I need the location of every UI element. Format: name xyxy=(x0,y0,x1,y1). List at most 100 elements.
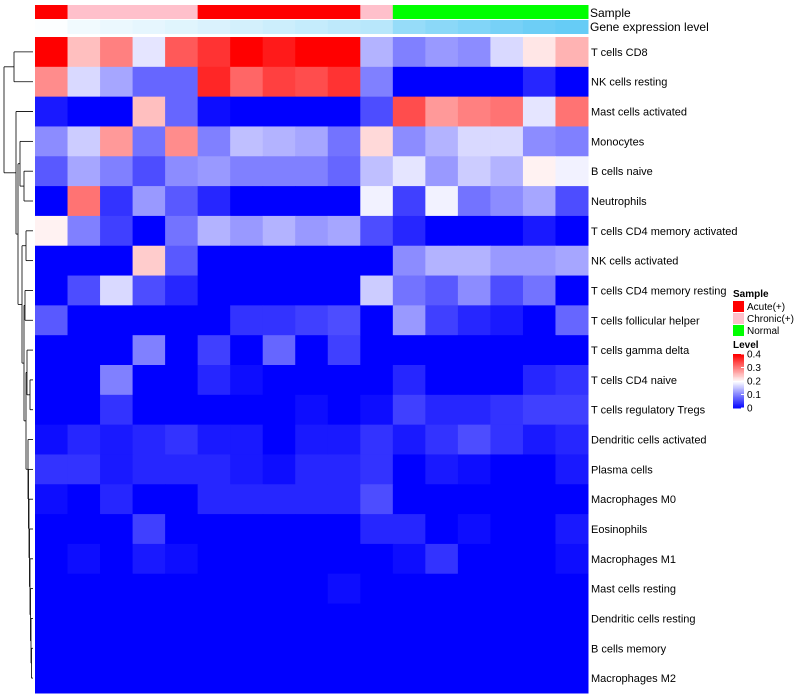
row-label: Dendritic cells resting xyxy=(591,613,696,625)
heatmap-cell xyxy=(262,633,296,664)
heatmap-cell xyxy=(262,156,296,187)
heatmap-cell xyxy=(555,603,589,634)
heatmap-cell xyxy=(132,603,166,634)
heatmap-cell xyxy=(100,454,134,485)
heatmap-cell xyxy=(522,484,556,515)
heatmap-cell xyxy=(360,454,394,485)
heatmap-cell xyxy=(327,335,361,366)
level-legend-gradient-step xyxy=(733,368,744,371)
level-legend-gradient-step xyxy=(733,354,744,356)
heatmap-cell xyxy=(522,215,556,247)
sample-annotation-cell xyxy=(132,5,166,19)
heatmap-cell xyxy=(132,484,166,515)
level-legend-tick-label: 0.1 xyxy=(747,390,761,401)
sample-annotation-cell xyxy=(555,5,589,19)
heatmap-cell xyxy=(490,633,524,664)
heatmap-cell xyxy=(295,603,329,634)
heatmap-cell xyxy=(67,215,101,247)
heatmap-cell xyxy=(490,215,524,247)
heatmap-cell xyxy=(165,514,199,545)
sample-annotation-cell xyxy=(295,5,329,19)
heatmap-cell xyxy=(555,126,589,157)
heatmap-cell xyxy=(100,245,134,277)
sample-track-label: Sample xyxy=(590,6,631,20)
heatmap-cell xyxy=(132,156,166,187)
heatmap-cell xyxy=(425,484,459,515)
heatmap-cell xyxy=(457,66,491,98)
heatmap-cell xyxy=(197,573,231,605)
heatmap-cell xyxy=(100,126,134,157)
heatmap-cell xyxy=(490,514,524,545)
level-legend-tick-label: 0.2 xyxy=(747,377,761,388)
heatmap-cell xyxy=(262,215,296,247)
heatmap-cell xyxy=(67,663,101,694)
heatmap-cell xyxy=(392,424,426,455)
heatmap-cell xyxy=(100,424,134,455)
sample-annotation-cell xyxy=(522,5,556,19)
heatmap-cell xyxy=(522,275,556,306)
heatmap-cell xyxy=(230,126,264,157)
heatmap-cell xyxy=(555,335,589,366)
heatmap-cell xyxy=(230,573,264,605)
heatmap-cell xyxy=(360,96,394,127)
level-legend-gradient-step xyxy=(733,358,744,360)
level-legend-gradient-step xyxy=(733,381,744,383)
heatmap-cell xyxy=(35,454,69,485)
heatmap-cell xyxy=(100,663,134,694)
heatmap-cell xyxy=(327,156,361,187)
heatmap-cell xyxy=(327,603,361,634)
heatmap-cell xyxy=(197,543,231,575)
sample-annotation-track xyxy=(35,5,589,19)
heatmap-cell xyxy=(457,335,491,366)
sample-annotation-cell xyxy=(165,5,199,19)
row-label: B cells naive xyxy=(591,166,653,178)
expression-track-label: Gene expression level xyxy=(590,20,709,34)
heatmap-cell xyxy=(35,514,69,545)
heatmap-cell xyxy=(522,335,556,366)
heatmap-cell xyxy=(262,454,296,485)
sample-annotation-cell xyxy=(327,5,361,19)
row-label: Eosinophils xyxy=(591,524,648,536)
heatmap-cell xyxy=(425,663,459,694)
heatmap-cell xyxy=(67,633,101,664)
heatmap-cell xyxy=(262,305,296,336)
heatmap-cell xyxy=(425,335,459,366)
heatmap-cell xyxy=(295,663,329,694)
heatmap-cell xyxy=(360,335,394,366)
heatmap-cell xyxy=(165,663,199,694)
row-labels: T cells CD8 NK cells resting Mast cells ac… xyxy=(591,47,738,685)
heatmap-cell xyxy=(555,245,589,277)
heatmap-cell xyxy=(67,335,101,366)
heatmap-cell xyxy=(100,633,134,664)
row-label: T cells gamma delta xyxy=(591,345,690,357)
heatmap-cell xyxy=(100,484,134,515)
level-legend-gradient-step xyxy=(733,401,744,404)
heatmap-cell xyxy=(165,484,199,515)
heatmap-cell xyxy=(327,215,361,247)
level-legend-gradient-step xyxy=(733,390,744,393)
heatmap-cell xyxy=(327,663,361,694)
heatmap-cell xyxy=(100,96,134,127)
heatmap-cell xyxy=(522,245,556,277)
heatmap-cell xyxy=(230,543,264,575)
heatmap-cell xyxy=(165,215,199,247)
level-legend-gradient-step xyxy=(733,367,744,370)
heatmap-cell xyxy=(457,186,491,217)
row-label: Neutrophils xyxy=(591,196,647,208)
heatmap-cell xyxy=(262,96,296,127)
expression-annotation-cell xyxy=(165,20,199,34)
heatmap-cell xyxy=(555,484,589,515)
heatmap-cell xyxy=(555,514,589,545)
heatmap-cell xyxy=(522,96,556,127)
heatmap-cell xyxy=(67,394,101,426)
heatmap-cell xyxy=(132,454,166,485)
heatmap-cell xyxy=(327,543,361,575)
heatmap-cell xyxy=(67,66,101,98)
heatmap-cell xyxy=(132,365,166,396)
row-label: Monocytes xyxy=(591,136,645,148)
heatmap-cell xyxy=(457,365,491,396)
heatmap-cell xyxy=(132,215,166,247)
heatmap-cell xyxy=(100,514,134,545)
level-legend-gradient-step xyxy=(733,378,744,381)
heatmap-cell xyxy=(425,66,459,98)
